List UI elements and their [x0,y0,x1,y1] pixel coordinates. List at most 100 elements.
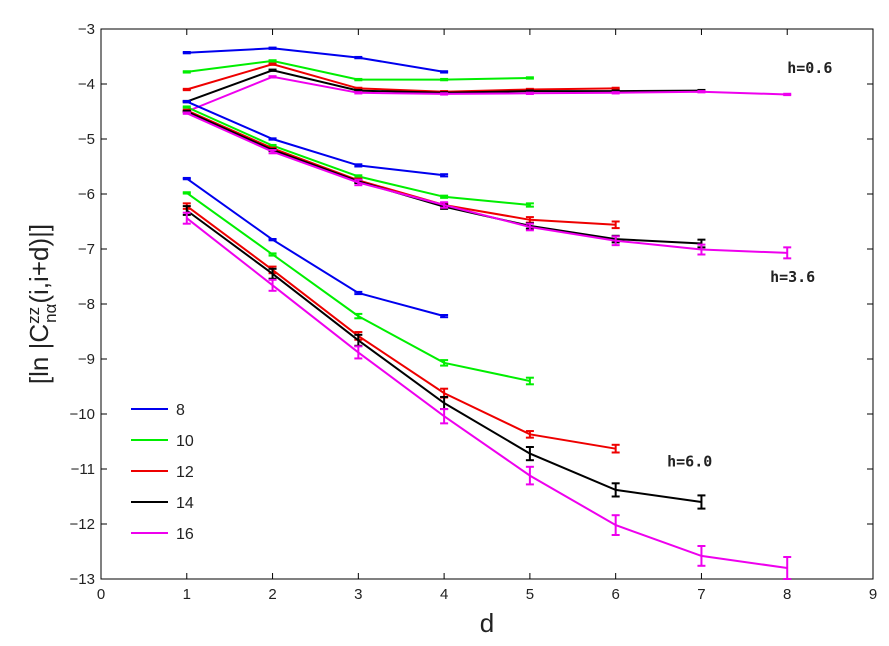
error-bar [783,556,792,580]
annotation-label: h=6.0 [667,452,712,470]
error-bar [525,222,534,232]
error-bar [354,88,363,93]
error-bar [354,345,363,360]
y-tick-label: −9 [78,351,95,368]
error-bar [268,62,277,66]
annotation-label: h=0.6 [787,59,832,77]
error-bar [268,137,277,141]
error-bar [182,87,191,92]
error-bar [611,91,620,95]
error-bar [697,243,706,256]
error-bar [440,173,449,178]
y-tick-label: −6 [78,186,95,203]
legend: 8 10 12 14 16 [131,402,194,543]
x-tick-label: 6 [611,586,619,603]
error-bar [354,77,363,82]
plot-frame [100,28,874,580]
annotation-label: h=3.6 [770,268,815,286]
series-line-16 [186,75,788,113]
error-bar [268,252,277,257]
y-tick-label: −10 [70,406,95,423]
error-bar [182,176,191,181]
legend-entry-14: 14 [176,495,194,512]
series-line-12 [186,109,616,226]
x-tick-label: 0 [97,586,105,603]
y-tick-label: −5 [78,131,95,148]
error-bar [611,86,620,91]
error-bar [440,70,449,74]
error-bar [268,267,277,280]
series-layer [182,46,792,580]
error-bar [697,545,706,567]
error-bar [697,494,706,510]
error-bar [354,174,363,179]
error-bar [268,237,277,242]
error-bar [440,92,449,96]
error-bar [268,149,277,155]
x-tick-label: 2 [268,586,276,603]
error-bar [268,68,277,72]
error-bar [697,90,706,94]
error-bar [611,443,620,454]
error-bar [525,76,534,80]
error-bar [354,55,363,60]
annotation-layer: h=0.6 h=3.6 h=6.0 [667,59,832,470]
error-bar [440,359,449,367]
x-axis-label: d [480,608,494,638]
series-line-12 [186,63,616,93]
error-bar [268,59,277,63]
error-bar [268,278,277,292]
x-tick-label: 8 [783,586,791,603]
error-bar [182,191,191,195]
error-bar [440,201,449,209]
error-bar [182,70,191,74]
error-bar [611,514,620,536]
error-bar [182,99,191,104]
series-line-16 [186,217,788,569]
y-tick-label: −7 [78,241,95,258]
group-h-0.6 [182,46,792,114]
series-line-16 [186,112,788,254]
error-bar [182,211,191,225]
error-bar [440,194,449,199]
error-bar [783,92,792,97]
y-tick-label: −3 [78,21,95,38]
x-tick-label: 1 [183,586,191,603]
error-bar [525,202,534,208]
series-line-12 [186,205,616,450]
x-tick-label: 3 [354,586,362,603]
group-h-3.6 [182,99,792,260]
error-bar [611,482,620,498]
error-bar [268,46,277,50]
series-line-8 [186,47,445,73]
error-bar [354,86,363,91]
error-bar [268,75,277,79]
error-bar [525,376,534,386]
error-bar [354,178,363,187]
error-bar [440,314,449,319]
x-tick-label: 9 [869,586,877,603]
error-bar [525,430,534,439]
x-tick-label: 4 [440,586,448,603]
error-bar [354,290,363,296]
legend-entry-10: 10 [176,433,194,450]
error-bar [182,50,191,55]
y-tick-label: −4 [78,76,95,93]
error-bar [440,77,449,82]
x-tick-label: 7 [697,586,705,603]
series-line-8 [186,100,445,177]
x-tick-label: 5 [526,586,534,603]
error-bar [354,163,363,168]
error-bar [525,91,534,96]
y-tick-label: −8 [78,296,95,313]
series-line-8 [186,177,445,318]
legend-entry-16: 16 [176,526,194,543]
error-bar [182,111,191,115]
legend-entry-12: 12 [176,464,194,481]
y-tick-label: −13 [70,571,95,588]
y-tick-label: −11 [71,461,95,478]
error-bar [611,220,620,230]
axis-ticks: 0 1 2 3 4 5 6 7 8 9−3−4−5−6−7−8−9−10−11−12−13 [70,21,878,603]
error-bar [354,91,363,95]
error-bar [354,312,363,320]
